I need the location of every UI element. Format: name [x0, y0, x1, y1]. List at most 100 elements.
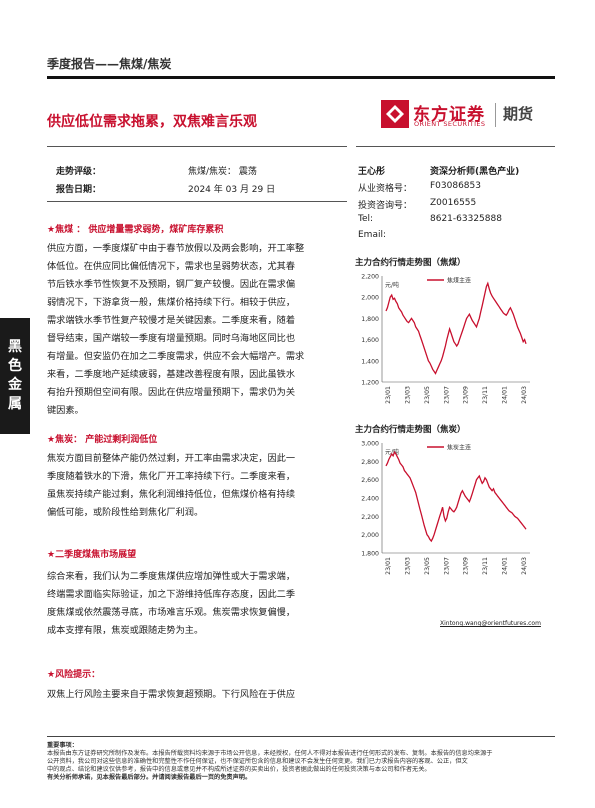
body-line: 虽焦炭持续产能过剩，焦化利润维持低位，但焦煤价格有持续 [47, 489, 296, 500]
x-tick-label: 23/09 [463, 386, 470, 404]
section-body-coke: 焦炭方面目前整体产能仍然过剩，开工率由需求决定，因此一 季度随着铁水的下滑，焦化… [47, 450, 337, 522]
analyst-row-value: Z0016555 [430, 198, 477, 208]
report-type-header: 季度报告——焦煤/焦炭 [47, 57, 172, 71]
y-axis-unit: 元/吨 [385, 448, 399, 456]
orient-logo-icon [381, 100, 409, 128]
analyst-title: 资深分析师(黑色产业) [430, 167, 520, 177]
x-tick-label: 23/03 [404, 386, 411, 404]
y-tick-label: 2,200 [361, 514, 379, 521]
section-body-coking-coal: 供应方面，一季度煤矿中由于春节放假以及两会影响，开工率整 体低位。在供应同比偏低… [47, 240, 337, 420]
y-tick-label: 2,600 [361, 477, 379, 484]
price-series-line [385, 450, 527, 543]
y-tick-label: 2,200 [361, 274, 379, 281]
analyst-top-rule [356, 146, 555, 147]
coking-coal-price-chart: 2,200 2,000 1,800 1,600 1,400 1,200 元/吨 焦煤主连 23/… [361, 274, 530, 404]
y-tick-label: 1,200 [361, 380, 379, 387]
y-tick-label: 3,000 [361, 441, 379, 448]
legend-label: 焦煤主连 [447, 277, 471, 285]
category-side-tab: 黑 色 金 属 [0, 318, 30, 434]
x-tick-label: 23/01 [385, 386, 392, 404]
x-tick-label: 23/07 [443, 386, 450, 404]
side-tab-char: 色 [8, 358, 22, 374]
body-line: 双焦上行风险主要来自于需求恢复超预期。下行风险在于供应 [47, 689, 296, 700]
page-title: 供应低位需求拖累，双焦难言乐观 [47, 114, 257, 130]
meta-bottom-rule [47, 201, 347, 202]
x-tick-label: 23/07 [443, 557, 450, 575]
y-tick-label: 2,800 [361, 459, 379, 466]
body-line: 有抬升预期但空间有限。因此在供应增量预期下，需求仍为关 [47, 387, 296, 398]
side-tab-char: 属 [8, 396, 22, 412]
company-logo: 东方证券 ORIENT SECURITIES 期货 [381, 99, 556, 133]
body-line: 度焦煤或依然震荡寻底，市场难言乐观。焦炭需求恢复偏慢， [47, 607, 296, 618]
body-line: 节后铁水季节性恢复不及预期，钢厂复产较慢。因此在需求偏 [47, 279, 296, 290]
disclaimer-head: 重要事项： [47, 742, 78, 749]
y-tick-label: 1,800 [361, 551, 379, 558]
body-line: 季度随着铁水的下滑，焦化厂开工率持续下行。二季度来看， [47, 471, 296, 482]
body-line: 偏低可能，或阶段性给到焦化厂利润。 [47, 507, 204, 518]
price-series-line [385, 281, 527, 375]
section-title-outlook: ★二季度煤焦市场展望 [47, 550, 137, 560]
y-tick-label: 2,400 [361, 496, 379, 503]
x-tick-label: 23/05 [424, 386, 431, 404]
disclaimer-line: 公开资料，我公司对这些信息的准确性和完整性不作任何保证，也不保证所包含的信息和建… [47, 758, 468, 765]
body-line: 体低位。在供应同比偏低情况下，需求也呈弱势状态，尤其春 [47, 261, 296, 272]
logo-futures-label: 期货 [503, 105, 534, 123]
y-tick-label: 2,000 [361, 295, 379, 302]
rating-value: 焦煤/焦炭： 震荡 [188, 167, 257, 177]
side-tab-char: 黑 [8, 339, 22, 355]
section-body-outlook: 综合来看，我们认为二季度焦煤供应增加弹性或大于需求端， 终端需求面临实际验证，加… [47, 568, 337, 640]
section-title-risk: ★风险提示： [47, 670, 101, 680]
rating-label: 走势评级： [56, 167, 102, 177]
body-line: 需求端铁水季节性复产较慢才是关键因素。二季度来看，随着 [47, 315, 296, 326]
date-label: 报告日期： [56, 185, 102, 195]
legend-label: 焦炭主连 [447, 444, 471, 452]
analyst-row-value: 8621-63325888 [430, 214, 502, 224]
chart-heading-coke: 主力合约行情走势图（焦炭） [355, 425, 466, 435]
x-tick-label: 24/03 [521, 557, 528, 575]
disclaimer-rule [47, 736, 555, 737]
body-line: 督导结束，国产端较一季度有增量预期。同时乌海地区同比也 [47, 333, 296, 344]
body-line: 键因素。 [47, 405, 84, 416]
analyst-row-label: 从业资格号： [358, 184, 413, 194]
analyst-row-value: F03086853 [430, 181, 481, 191]
body-line: 成本支撑有限，焦炭或跟随走势为主。 [47, 625, 204, 636]
logo-divider [495, 103, 496, 127]
body-line: 来看，二季度地产延续疲弱，基建改善程度有限，因此虽铁水 [47, 369, 296, 380]
analyst-row-label: Tel: [358, 214, 374, 224]
disclaimer-line: 中的观点、结论和建议仅供参考，报告中的信息或意见并不构成所述证券的买卖出价，投资… [47, 766, 431, 773]
x-tick-label: 24/03 [521, 386, 528, 404]
x-tick-label: 23/11 [482, 557, 489, 575]
analyst-email[interactable]: Xintong.wang@orientfutures.com [440, 620, 541, 627]
body-line: 综合来看，我们认为二季度焦煤供应增加弹性或大于需求端， [47, 571, 296, 582]
x-tick-label: 23/11 [482, 386, 489, 404]
body-line: 焦炭方面目前整体产能仍然过剩，开工率由需求决定，因此一 [47, 453, 296, 464]
y-tick-label: 1,800 [361, 316, 379, 323]
section-title-coke: ★焦炭： 产能过剩利润低位 [47, 435, 158, 445]
body-line: 终端需求面临实际验证，加之下游维持低库存态度，因此二季 [47, 589, 296, 600]
disclaimer-block: 重要事项： 本报告由东方证券研究所制作及发布。本报告所载资料均来源于市场公开信息… [47, 742, 557, 782]
date-value: 2024 年 03 月 29 日 [188, 185, 276, 195]
chart-heading-coking-coal: 主力合约行情走势图（焦煤） [355, 258, 466, 268]
analyst-row-label: Email: [358, 230, 387, 240]
x-tick-label: 23/05 [424, 557, 431, 575]
x-tick-label: 24/01 [502, 386, 509, 404]
x-tick-label: 24/01 [502, 557, 509, 575]
y-axis-unit: 元/吨 [385, 281, 399, 289]
section-body-risk: 双焦上行风险主要来自于需求恢复超预期。下行风险在于供应 [47, 686, 337, 704]
section-title-coking-coal: ★焦煤 ： 供应增量需求弱势，煤矿库存累积 [47, 225, 224, 235]
logo-chinese-name: 东方证券 [413, 105, 485, 125]
body-line: 有增量。但安监仍在加之二季度需求，供应不会大幅增产。需求 [47, 351, 305, 362]
disclaimer-footer: 有关分析师承诺，见本报告最后部分。并请阅读报告最后一页的免责声明。 [47, 774, 252, 781]
coke-price-chart: 3,000 2,800 2,600 2,400 2,200 2,000 1,800 元/吨 焦炭… [361, 441, 530, 575]
body-line: 供应方面，一季度煤矿中由于春节放假以及两会影响，开工率整 [47, 243, 305, 254]
header-rule [47, 76, 555, 79]
logo-english-name: ORIENT SECURITIES [414, 120, 486, 128]
y-tick-label: 2,000 [361, 532, 379, 539]
x-tick-label: 23/03 [404, 557, 411, 575]
x-tick-label: 23/01 [385, 557, 392, 575]
x-tick-label: 23/09 [463, 557, 470, 575]
side-tab-char: 金 [8, 377, 22, 393]
y-tick-label: 1,600 [361, 337, 379, 344]
disclaimer-line: 本报告由东方证券研究所制作及发布。本报告所载资料均来源于市场公开信息，未经授权，… [47, 750, 493, 757]
body-line: 弱情况下，下游拿货一般，焦煤价格持续下行。相较于供应， [47, 297, 296, 308]
